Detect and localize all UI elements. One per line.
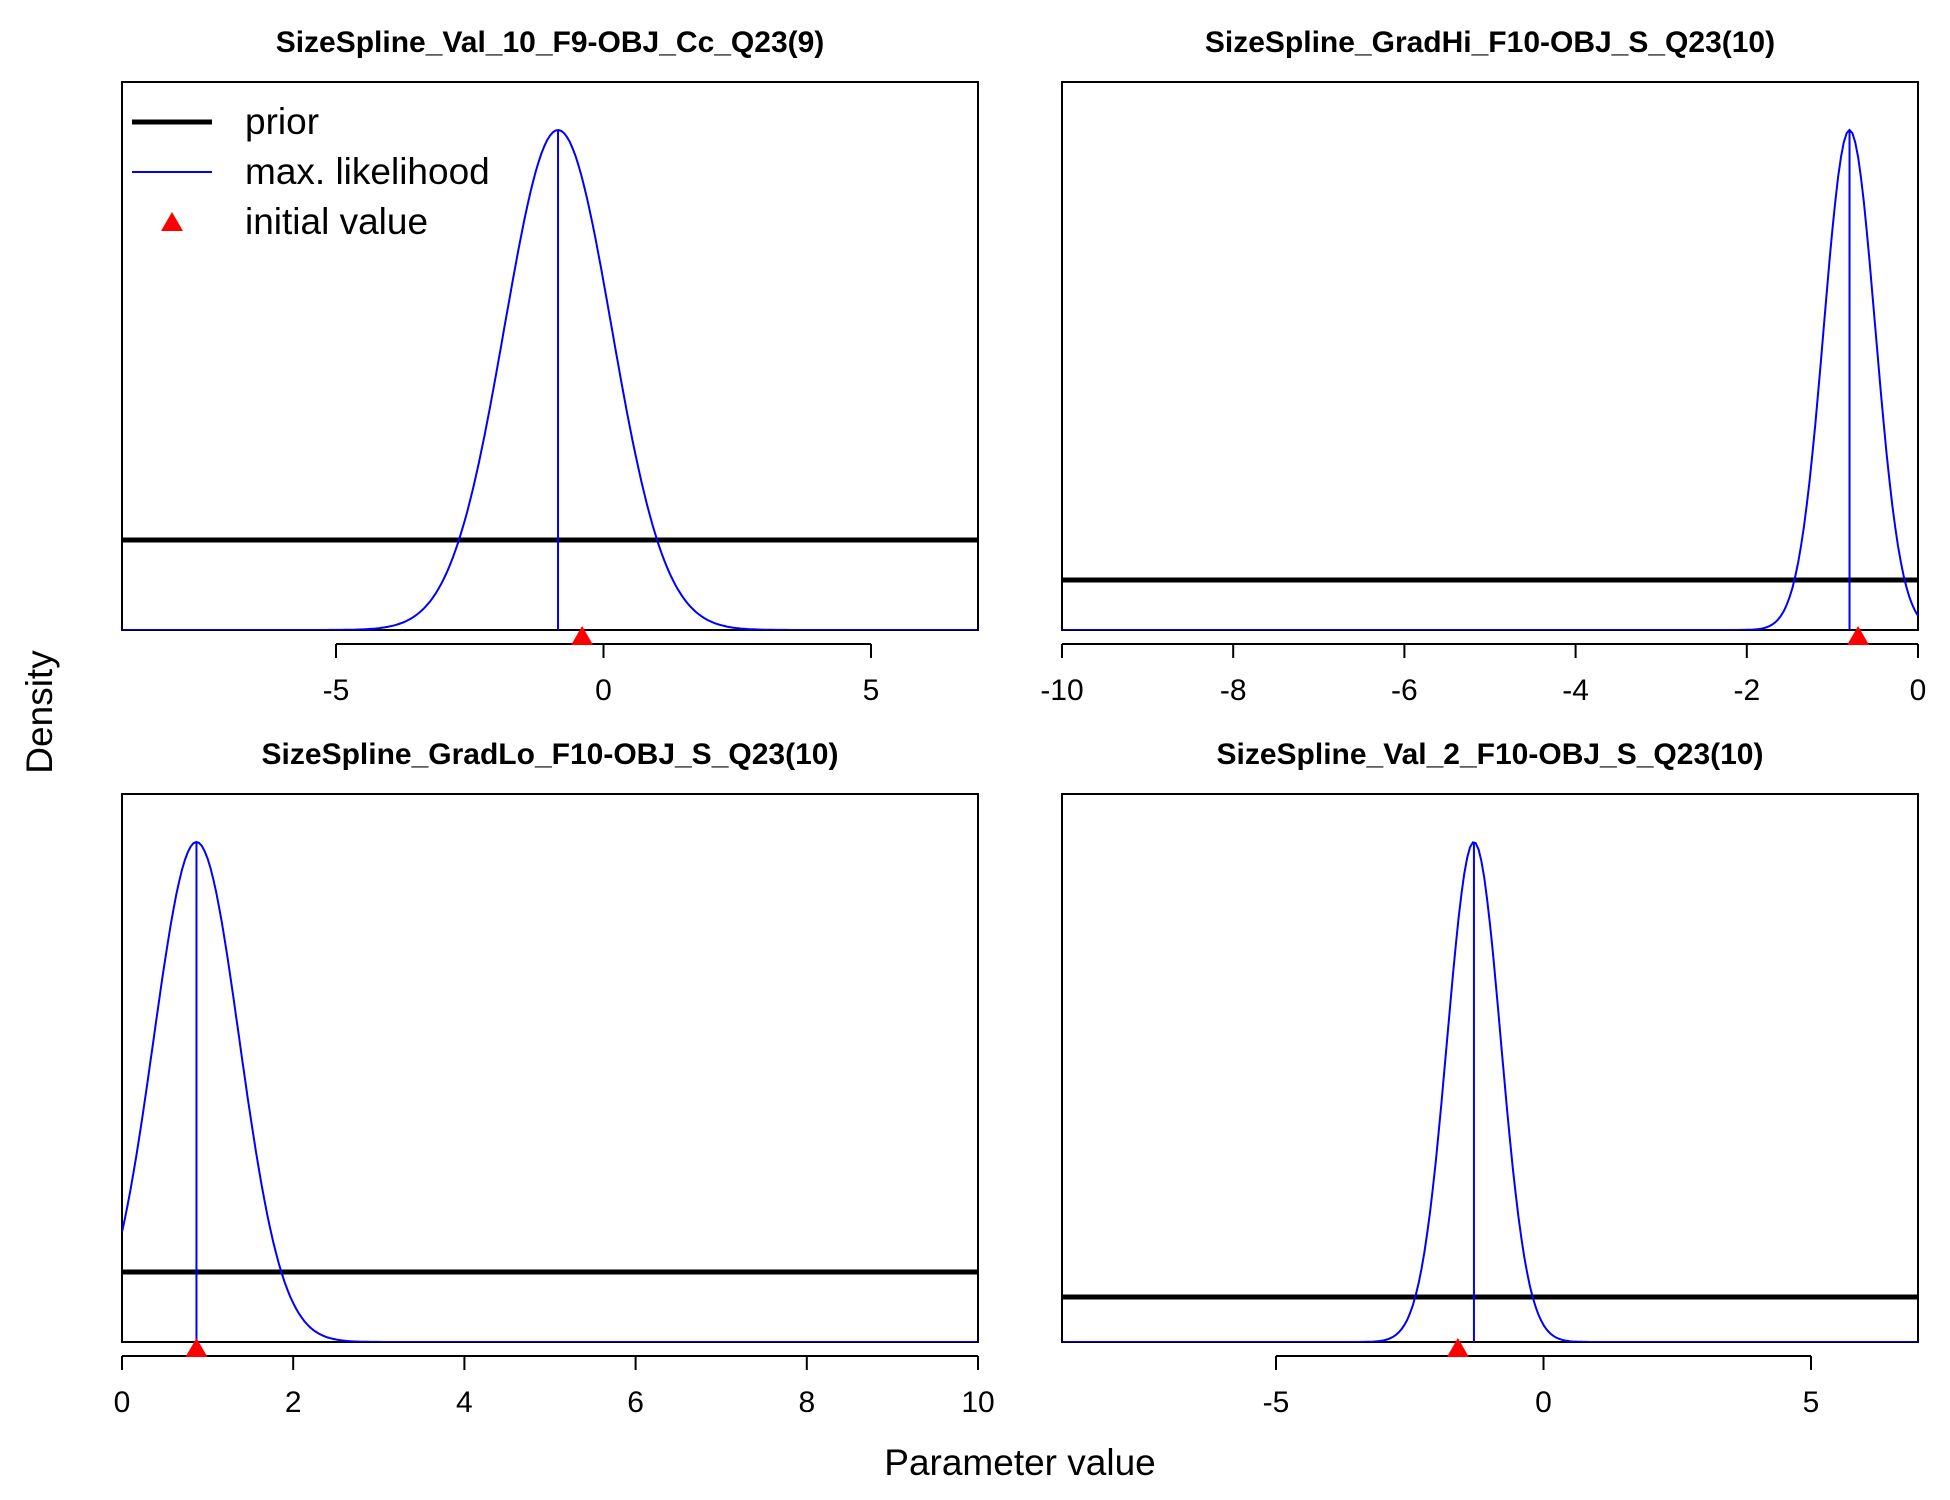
panel-4: SizeSpline_Val_2_F10-OBJ_S_Q23(10) -5 0 5 [1061,738,1919,1419]
y-axis-label: Density [19,650,60,774]
x-tick-label: -10 [1040,674,1083,707]
x-tick-label: 5 [1803,1386,1820,1419]
initial-value-marker [1847,626,1870,645]
x-tick-label: -4 [1562,674,1589,707]
initial-value-marker [185,1338,208,1357]
initial-value-marker [571,626,594,645]
panel-title: SizeSpline_GradHi_F10-OBJ_S_Q23(10) [1205,26,1775,59]
max-likelihood-curve [1062,841,1918,1342]
legend: prior max. likelihood initial value [132,101,490,242]
x-tick-label: -5 [1263,1386,1290,1419]
panel-3: SizeSpline_GradLo_F10-OBJ_S_Q23(10) 0 2 4 6 8… [114,738,995,1419]
max-likelihood-curve [122,840,978,1342]
panel-1: SizeSpline_Val_10_F9-OBJ_Cc_Q23(9) -5 0 5 pr… [121,26,979,707]
legend-label: initial value [245,201,428,242]
x-tick-label: 8 [798,1386,815,1419]
panel-title: SizeSpline_Val_2_F10-OBJ_S_Q23(10) [1217,738,1764,771]
legend-label: prior [245,101,319,142]
x-tick-label: 10 [961,1386,994,1419]
x-tick-label: 2 [285,1386,302,1419]
x-tick-label: 6 [627,1386,644,1419]
max-likelihood-curve [1062,128,1918,630]
panel-title: SizeSpline_Val_10_F9-OBJ_Cc_Q23(9) [276,26,825,59]
x-tick-label: 4 [456,1386,473,1419]
x-tick-label: 5 [863,674,880,707]
legend-initial-swatch [161,212,183,231]
x-axis-label: Parameter value [884,1442,1155,1483]
plot-frame [121,81,979,631]
initial-value-marker [1446,1338,1469,1357]
plot-frame [121,793,979,1343]
max-likelihood-curve [122,128,978,630]
x-tick-label: 0 [114,1386,131,1419]
x-tick-label: -5 [323,674,350,707]
x-tick-label: -2 [1733,674,1760,707]
x-tick-label: 0 [1535,1386,1552,1419]
plot-frame [1061,81,1919,631]
panel-title: SizeSpline_GradLo_F10-OBJ_S_Q23(10) [262,738,839,771]
plot-frame [1061,793,1919,1343]
x-tick-label: -6 [1391,674,1418,707]
x-tick-label: -8 [1220,674,1247,707]
panel-2: SizeSpline_GradHi_F10-OBJ_S_Q23(10) -10 -8… [1040,26,1926,707]
legend-label: max. likelihood [245,151,490,192]
x-tick-label: 0 [1910,674,1927,707]
x-tick-label: 0 [595,674,612,707]
